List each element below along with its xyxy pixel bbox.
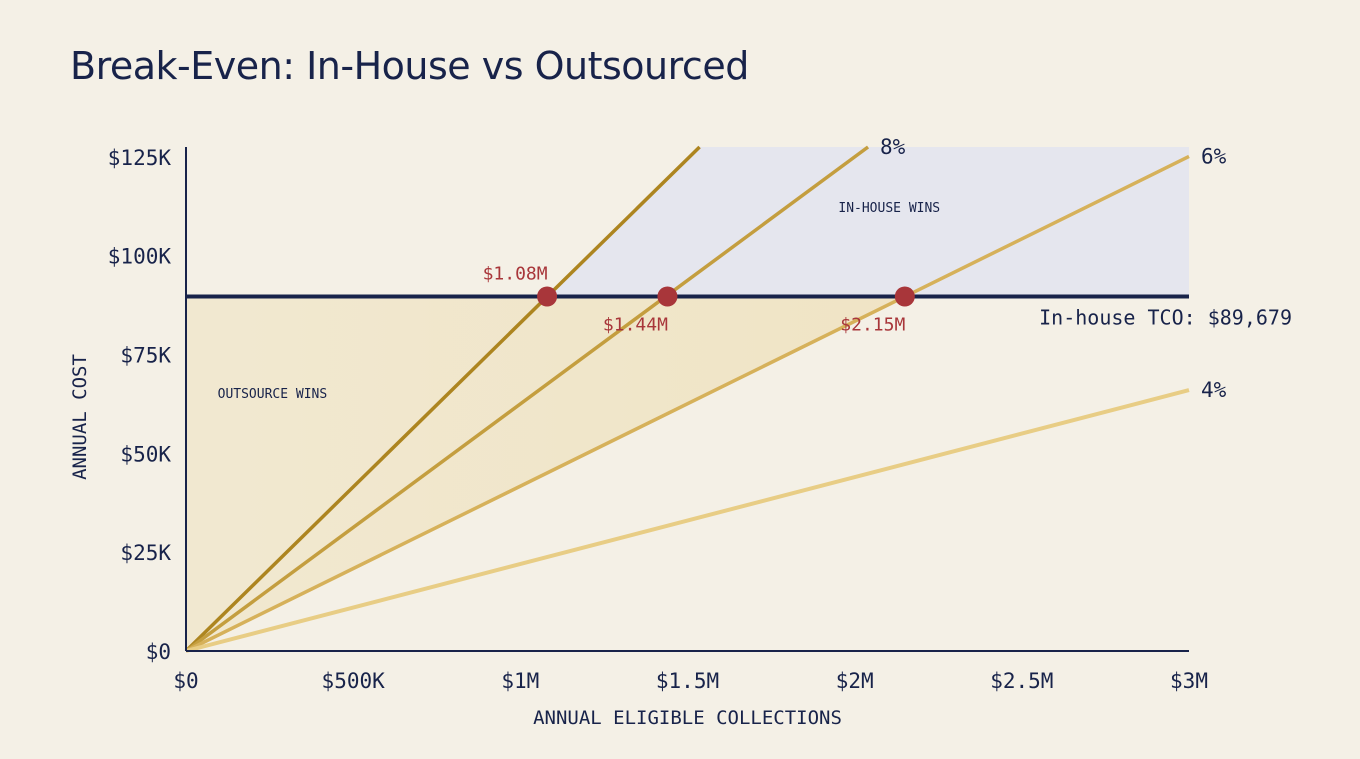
x-tick-label: $0 <box>173 669 198 693</box>
series-line <box>185 388 1190 653</box>
breakeven-point <box>537 286 558 307</box>
breakeven-label: $1.44M <box>603 315 668 336</box>
region-annotation: OUTSOURCE WINS <box>218 387 328 402</box>
inhouse-tco-label: In-house TCO: $89,679 <box>1039 306 1292 330</box>
series-line <box>185 154 1190 653</box>
y-tick-label: $75K <box>120 344 171 368</box>
x-axis-title: ANNUAL ELIGIBLE COLLECTIONS <box>533 707 842 729</box>
breakeven-point <box>894 286 915 307</box>
x-tick-label: $2.5M <box>990 669 1053 693</box>
breakeven-label: $1.08M <box>483 264 548 285</box>
series-end-label: 8% <box>880 135 906 159</box>
x-tick-label: $3M <box>1170 669 1208 693</box>
axes: $0 $25K $50K $75K $100K $125K $0 $500K $1M $1.5M $… <box>69 146 1208 729</box>
x-tick-label: $1M <box>501 669 539 693</box>
series-end-label: 6% <box>1201 144 1227 168</box>
y-tick-label: $0 <box>146 640 171 664</box>
breakeven-label: $2.15M <box>840 315 905 336</box>
x-tick-label: $500K <box>322 669 386 693</box>
series-end-label: 4% <box>1201 378 1227 402</box>
series-line <box>184 145 701 653</box>
breakeven-marks <box>537 286 915 307</box>
y-tick-label: $125K <box>108 146 172 170</box>
y-tick-label: $100K <box>108 245 172 269</box>
region-annotation: IN-HOUSE WINS <box>838 201 940 216</box>
series-line <box>184 145 870 653</box>
chart-title: Break-Even: In-House vs Outsourced <box>70 44 749 88</box>
x-tick-label: $1.5M <box>656 669 719 693</box>
chart-labels: 8% 6% 4% In-house TCO: $89,679 $1.08M $1.44M $… <box>218 135 1292 402</box>
series-lines <box>184 145 1190 653</box>
inhouse-wins-region <box>547 147 1189 297</box>
breakeven-point <box>657 286 678 307</box>
y-tick-label: $50K <box>120 442 171 466</box>
y-tick-label: $25K <box>120 541 171 565</box>
x-tick-label: $2M <box>836 669 874 693</box>
y-axis-title: ANNUAL COST <box>69 354 91 480</box>
